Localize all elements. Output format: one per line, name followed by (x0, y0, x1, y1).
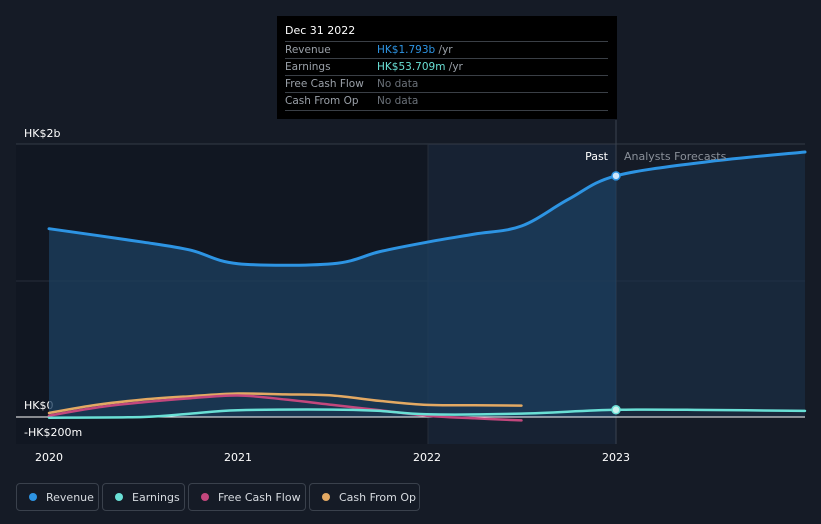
x-tick-label: 2023 (602, 451, 630, 464)
past-label: Past (585, 150, 609, 163)
legend-label: Earnings (132, 490, 180, 504)
x-tick-label: 2020 (35, 451, 63, 464)
tooltip-value: HK$1.793b (377, 44, 436, 56)
revenue-area-forecast (49, 152, 805, 417)
tooltip-label: Free Cash Flow (285, 78, 364, 90)
tooltip-row: Revenue HK$1.793b /yr (285, 41, 608, 59)
earnings-dot-icon (115, 493, 123, 501)
tooltip-label: Revenue (285, 44, 331, 56)
free-cash-flow-line (47, 394, 523, 422)
tooltip: Dec 31 2022 Revenue HK$1.793b /yr Earnin… (277, 16, 617, 119)
legend-cash-from-op[interactable]: Cash From Op (309, 483, 420, 511)
y-label-zero: HK$0 (24, 399, 53, 412)
earnings-line (47, 408, 807, 419)
tooltip-row: Free Cash Flow No data (285, 75, 608, 93)
tooltip-value: No data (377, 78, 419, 90)
revenue-line (47, 150, 807, 267)
legend-label: Revenue (46, 490, 94, 504)
legend-revenue[interactable]: Revenue (16, 483, 99, 511)
x-tick-label: 2021 (224, 451, 252, 464)
cash-from-op-dot-icon (322, 493, 330, 501)
free-cash-flow-dot-icon (201, 493, 209, 501)
forecast-label: Analysts Forecasts (624, 150, 727, 163)
legend-free-cash-flow[interactable]: Free Cash Flow (188, 483, 306, 511)
legend-label: Free Cash Flow (218, 490, 301, 504)
tooltip-value: HK$53.709m (377, 61, 446, 73)
tooltip-label: Cash From Op (285, 95, 359, 107)
tooltip-unit: /yr (445, 61, 463, 73)
tooltip-label: Earnings (285, 61, 331, 73)
x-tick-label: 2022 (413, 451, 441, 464)
tooltip-row: Earnings HK$53.709m /yr (285, 58, 608, 76)
revenue-dot-icon (29, 493, 37, 501)
revenue-marker (611, 171, 621, 181)
y-label-bottom: -HK$200m (24, 426, 82, 439)
tooltip-unit: /yr (435, 44, 453, 56)
legend-earnings[interactable]: Earnings (102, 483, 185, 511)
tooltip-row: Cash From Op No data (285, 92, 608, 111)
tooltip-value: No data (377, 95, 419, 107)
cash-from-op-line (47, 392, 523, 415)
y-label-top: HK$2b (24, 127, 60, 140)
legend-label: Cash From Op (339, 490, 417, 504)
earnings-marker (611, 405, 621, 415)
tooltip-date: Dec 31 2022 (285, 24, 356, 37)
